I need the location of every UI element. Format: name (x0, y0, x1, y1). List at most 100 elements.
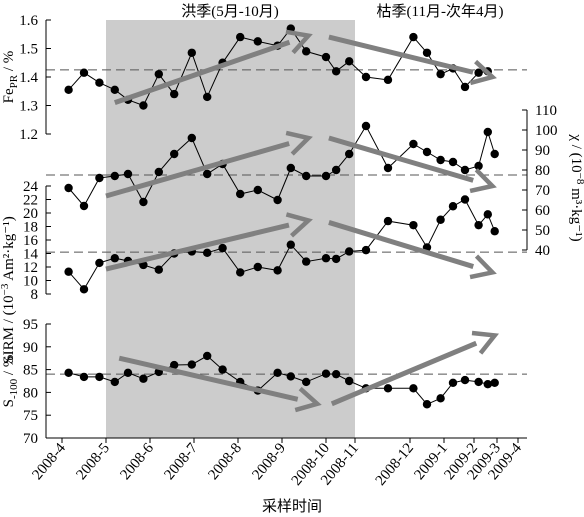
SIRM-ytick-label: 10 (23, 274, 38, 290)
S100-trend-arrow-shaft (330, 340, 478, 407)
chi-ytick-label: 40 (535, 243, 550, 259)
S100-point (460, 375, 470, 385)
SIRM-ytick-label: 24 (23, 179, 39, 195)
SIRM-trend-arrow-head (285, 212, 313, 238)
S100-point (110, 377, 120, 387)
SIRM-point (331, 254, 341, 264)
S100-trend-arrow-head (471, 330, 500, 355)
SIRM-ytick-label: 20 (23, 206, 38, 222)
FePR-point (302, 47, 311, 56)
chi-point (331, 165, 341, 175)
chi-point (79, 201, 89, 211)
chi-point (95, 173, 104, 183)
S100-ytick-label: 90 (23, 340, 38, 356)
SIRM-trend-arrow-head (469, 254, 497, 280)
season-label-dry: 枯季(11月-次年4月) (377, 3, 504, 20)
SIRM-point (95, 258, 104, 268)
SIRM-point (253, 262, 262, 272)
FePR-point (383, 75, 393, 85)
SIRM-point (361, 245, 371, 255)
FePR-point (79, 68, 89, 77)
FePR-trend-arrow-shaft (113, 39, 291, 106)
S100-point (448, 378, 458, 388)
S100-point (321, 369, 331, 378)
S100-point (345, 376, 354, 386)
SIRM-point (448, 202, 458, 211)
S100-point (170, 360, 179, 370)
chi-point (448, 157, 458, 167)
SIRM-point (483, 210, 492, 219)
FePR-trend-arrow-shaft (328, 34, 474, 75)
S100-point (123, 368, 133, 377)
SIRM-point (273, 266, 282, 275)
chi-y-axis-label: χ / (10−8 m³·kg⁻¹) (568, 133, 584, 241)
SIRM-ytick-label: 12 (23, 260, 38, 276)
chi-point (123, 169, 133, 179)
SIRM-trend-arrow-shaft (328, 220, 475, 269)
S100-ytick-label: 95 (23, 317, 38, 333)
FePR-ytick-label: 1.2 (19, 127, 38, 143)
chi-point (110, 171, 120, 181)
SIRM-ytick-label: 16 (23, 233, 39, 249)
S100-trend-arrow-shaft (118, 355, 299, 402)
SIRM-ytick-label: 22 (23, 193, 38, 209)
FePR-point (321, 52, 331, 62)
FePR-point (331, 67, 341, 76)
fepr-y-axis-label: FePR / % (1, 51, 20, 104)
FePR-point (460, 82, 470, 92)
chi-point (302, 171, 311, 181)
FePR-point (203, 92, 212, 102)
SIRM-point (154, 265, 163, 274)
S100-ytick-label: 85 (23, 363, 38, 379)
SIRM-point (110, 254, 120, 263)
chi-point (490, 149, 499, 159)
S100-point (187, 360, 196, 369)
FePR-ytick-label: 1.6 (19, 13, 38, 29)
chi-trend-arrow-shaft (105, 141, 290, 199)
S100-point (383, 384, 393, 393)
chi-point (273, 195, 282, 205)
FePR-point (110, 85, 120, 95)
chi-point (483, 127, 492, 137)
S100-point (490, 378, 499, 388)
FePR-point (154, 69, 163, 79)
FePR-point (95, 78, 104, 87)
chi-point (187, 133, 196, 143)
S100-point (79, 372, 89, 382)
chi-point (286, 163, 295, 173)
FePR-point (422, 48, 432, 57)
S100-point (218, 365, 227, 374)
FePR-point (409, 32, 418, 42)
chi-point (383, 163, 393, 173)
FePR-ytick-label: 1.4 (19, 70, 38, 86)
chi-ytick-label: 50 (535, 223, 550, 239)
season-label-wet: 洪季(5月-10月) (181, 3, 279, 20)
S100-ytick-label: 70 (23, 431, 38, 447)
FePR-trend-arrow-head (285, 29, 313, 55)
FePR-point (474, 68, 483, 77)
SIRM-ytick-label: 14 (23, 247, 39, 263)
SIRM-point (409, 220, 418, 230)
chi-trend-arrow-head (469, 168, 497, 194)
SIRM-point (218, 243, 227, 253)
FePR-ytick-label: 1.3 (19, 99, 38, 115)
S100-point (422, 400, 432, 409)
SIRM-ytick-label: 8 (31, 287, 39, 303)
sirm-y-axis-label: SIRM / (10−3 Am²·kg⁻¹) (0, 216, 17, 363)
FePR-ytick-label: 1.5 (19, 42, 38, 58)
chi-point (474, 161, 483, 171)
FePR-point (345, 57, 354, 66)
FePR-trend-arrow-head (469, 59, 497, 86)
chi-trend-arrow-shaft (328, 135, 474, 183)
SIRM-ytick-label: 18 (23, 220, 38, 236)
SIRM-point (474, 220, 483, 230)
SIRM-point (286, 240, 295, 249)
S100-point (273, 368, 282, 377)
FePR-point (236, 32, 245, 42)
SIRM-point (64, 267, 73, 276)
S100-ytick-label: 80 (23, 385, 38, 401)
chi-point (203, 169, 212, 179)
chi-trend-arrow-head (285, 130, 313, 156)
SIRM-point (236, 268, 245, 277)
